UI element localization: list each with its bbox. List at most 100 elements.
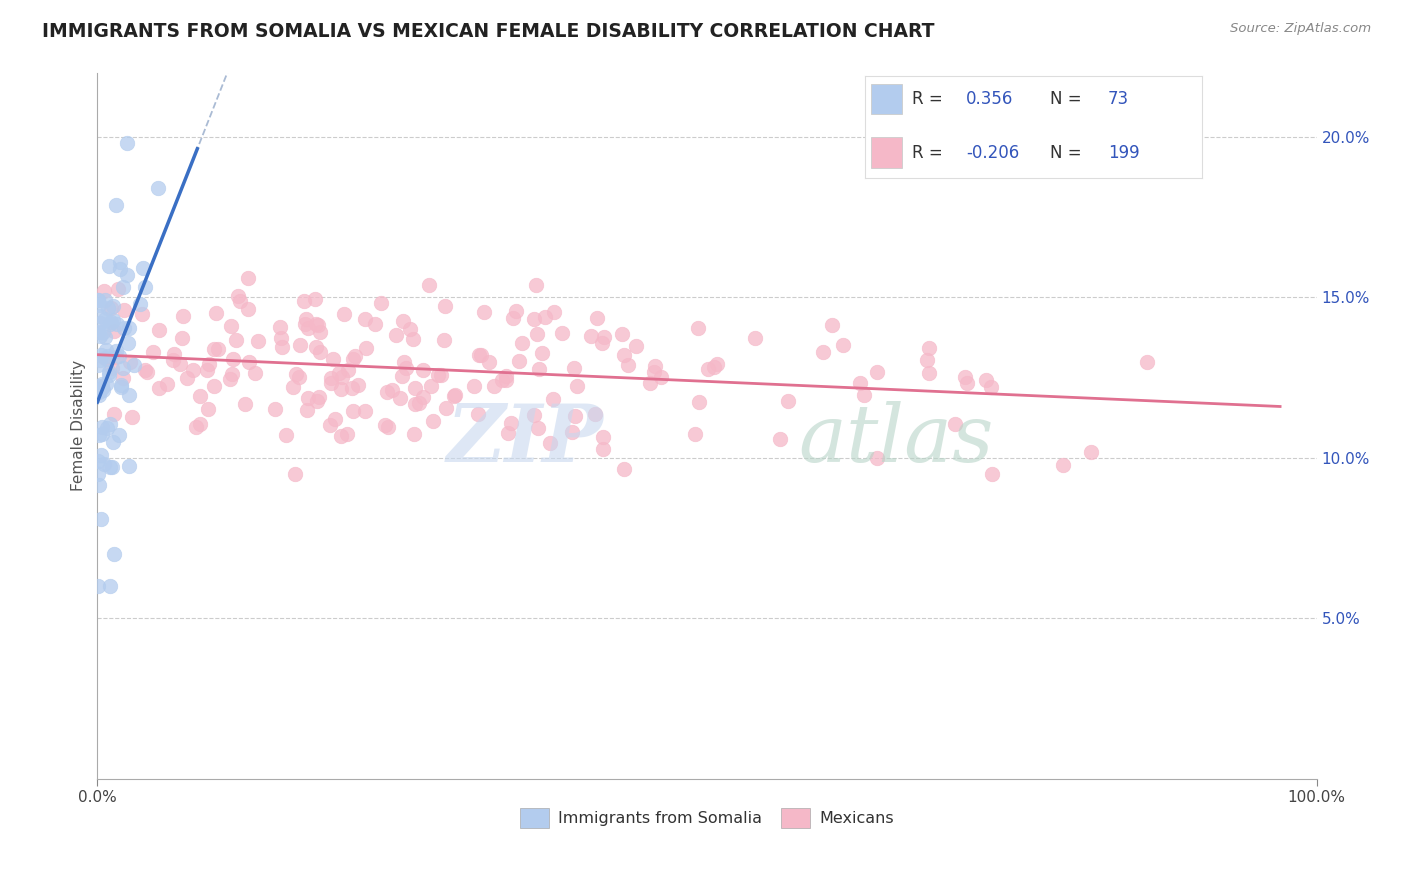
Point [356,341,378,355]
Point [122,358,145,372]
Point [472,305,495,319]
Point [176,371,198,385]
Point [508,353,530,368]
Point [219,319,242,334]
Text: atlas: atlas [799,401,994,479]
Point [118,321,141,335]
Point [207,342,229,356]
Bar [872,84,901,114]
Point [1135,354,1157,368]
Point [204,306,226,320]
Point [322,352,344,367]
Point [643,365,665,379]
Point [832,337,855,351]
Point [135,365,157,379]
Point [87,325,110,339]
Point [408,396,430,410]
Point [100,315,122,329]
Point [112,280,135,294]
Point [264,402,287,417]
Point [956,376,979,391]
Legend: Immigrants from Somalia, Mexicans: Immigrants from Somalia, Mexicans [513,802,901,834]
Point [420,379,443,393]
Point [101,313,124,327]
Point [108,254,131,268]
Point [97,349,120,363]
Point [91,427,114,442]
Point [110,380,132,394]
Point [381,383,404,397]
Point [98,365,121,379]
Point [404,397,426,411]
Point [100,301,122,315]
Text: R =: R = [912,90,948,108]
Point [87,579,110,593]
Point [955,370,977,384]
Point [93,312,115,326]
Point [87,384,110,399]
Point [412,390,434,404]
Point [541,392,564,406]
Point [141,345,163,359]
Point [478,355,501,369]
Point [392,313,415,327]
Point [467,408,489,422]
Point [307,393,329,408]
Text: N =: N = [1050,144,1087,161]
Point [112,361,135,376]
Point [308,390,330,404]
Point [148,181,170,195]
Point [377,419,399,434]
Point [90,348,112,362]
Point [202,343,225,357]
Point [91,420,114,434]
Point [134,363,156,377]
Point [97,301,120,316]
Point [402,426,425,441]
Point [496,426,519,441]
Point [87,379,110,393]
Point [238,355,260,369]
Point [319,376,342,391]
Point [811,344,834,359]
Point [118,458,141,473]
Point [422,413,444,427]
Point [305,318,328,332]
Point [117,268,139,282]
Point [328,366,350,380]
Point [433,333,456,347]
Point [579,328,602,343]
Point [172,309,194,323]
Point [683,426,706,441]
Point [172,331,194,345]
Point [110,377,132,392]
Point [706,357,728,371]
Point [434,401,457,415]
Point [342,403,364,417]
Point [247,334,270,348]
Point [468,348,491,362]
Point [89,309,111,323]
Point [342,352,364,367]
Point [333,307,356,321]
Text: IMMIGRANTS FROM SOMALIA VS MEXICAN FEMALE DISABILITY CORRELATION CHART: IMMIGRANTS FROM SOMALIA VS MEXICAN FEMAL… [42,22,935,41]
Point [131,307,153,321]
Point [101,459,124,474]
Text: 199: 199 [1108,144,1139,161]
Point [434,299,457,313]
Point [1052,458,1074,473]
Point [94,343,117,358]
Point [270,331,292,345]
Text: R =: R = [912,144,948,161]
Point [336,427,359,442]
Point [103,547,125,561]
Point [148,381,170,395]
Point [343,349,366,363]
Point [612,461,634,475]
Point [593,330,616,344]
Point [491,372,513,386]
Point [308,345,330,359]
Point [101,435,124,450]
Point [526,277,548,292]
Point [104,198,127,212]
